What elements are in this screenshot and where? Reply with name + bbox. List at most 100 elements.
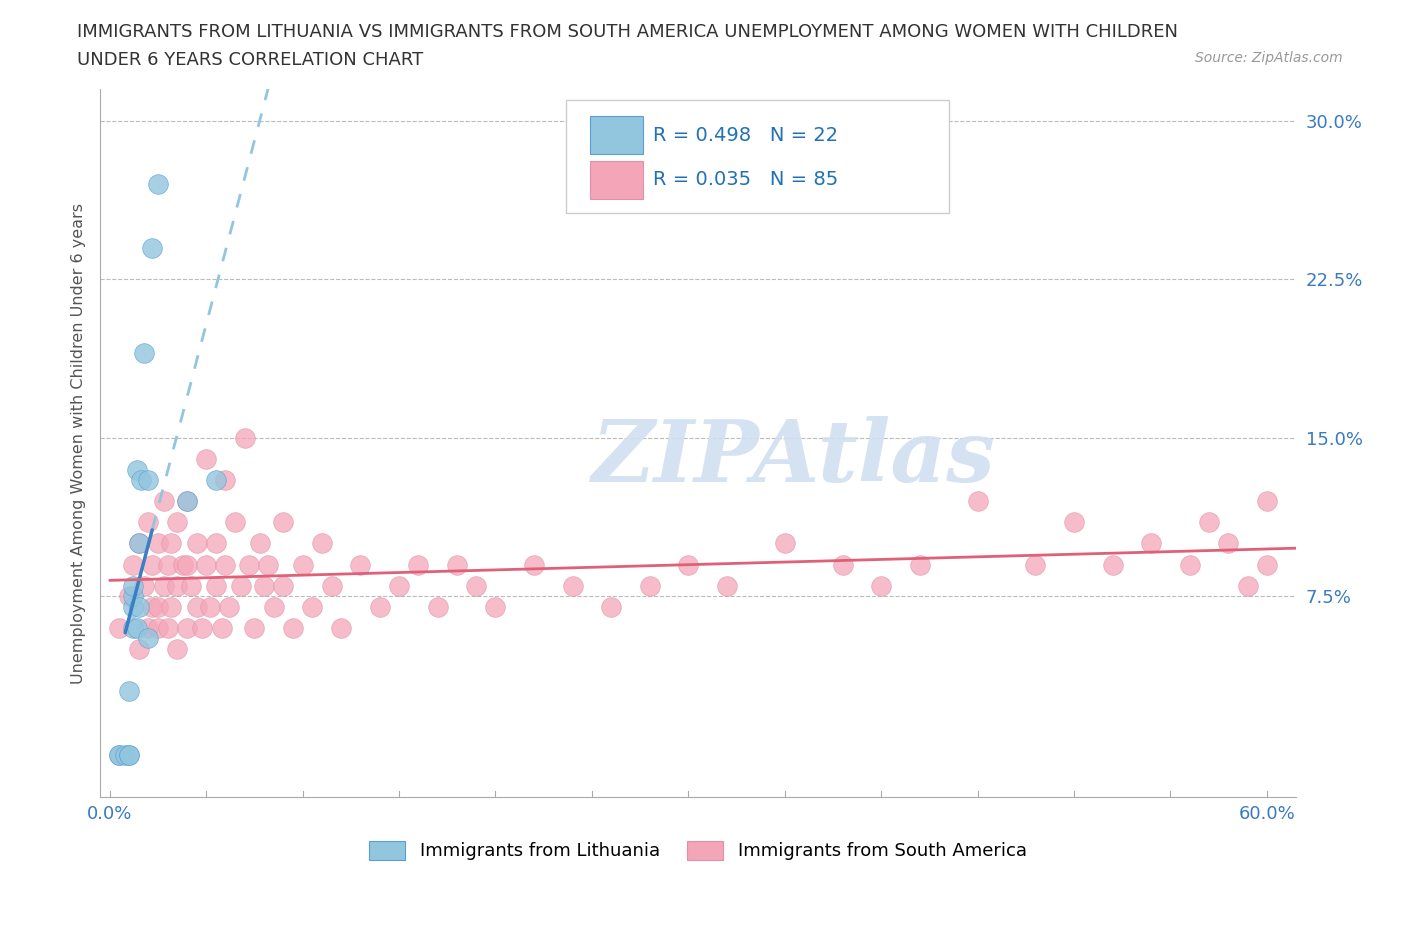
Point — [1198, 515, 1220, 530]
Point — [600, 599, 623, 614]
Point — [176, 494, 198, 509]
Point — [205, 472, 228, 487]
Point — [160, 536, 183, 551]
Point — [138, 472, 160, 487]
Point — [141, 599, 163, 614]
Point — [191, 620, 214, 635]
Point — [134, 578, 156, 593]
Point — [122, 620, 145, 635]
Text: ZIPAtlas: ZIPAtlas — [592, 416, 995, 499]
Point — [205, 536, 228, 551]
Point — [134, 346, 156, 361]
Point — [1140, 536, 1163, 551]
Text: R = 0.498   N = 22: R = 0.498 N = 22 — [652, 126, 838, 145]
Point — [233, 431, 256, 445]
Point — [156, 620, 179, 635]
Point — [1236, 578, 1258, 593]
Point — [176, 494, 198, 509]
Point — [273, 515, 295, 530]
Point — [214, 472, 236, 487]
Point — [128, 599, 150, 614]
Point — [243, 620, 266, 635]
FancyBboxPatch shape — [591, 116, 643, 154]
Point — [321, 578, 343, 593]
Point — [152, 494, 174, 509]
Point — [446, 557, 468, 572]
Point — [966, 494, 988, 509]
Point — [160, 599, 183, 614]
Point — [1256, 494, 1278, 509]
Point — [1256, 557, 1278, 572]
Point — [716, 578, 738, 593]
Point — [229, 578, 252, 593]
Text: 60.0%: 60.0% — [1239, 805, 1295, 823]
Point — [638, 578, 661, 593]
Point — [125, 620, 148, 635]
Point — [146, 177, 169, 192]
Point — [166, 515, 188, 530]
Point — [263, 599, 285, 614]
Point — [561, 578, 583, 593]
Point — [238, 557, 260, 572]
Point — [257, 557, 280, 572]
Point — [176, 620, 198, 635]
Point — [831, 557, 853, 572]
Point — [141, 240, 163, 255]
Point — [273, 578, 295, 593]
Point — [128, 536, 150, 551]
Point — [146, 536, 169, 551]
Point — [122, 578, 145, 593]
Point — [291, 557, 314, 572]
Y-axis label: Unemployment Among Women with Children Under 6 years: Unemployment Among Women with Children U… — [72, 203, 86, 684]
Text: R = 0.035   N = 85: R = 0.035 N = 85 — [652, 170, 838, 190]
Point — [152, 578, 174, 593]
Point — [249, 536, 271, 551]
Text: 0.0%: 0.0% — [87, 805, 132, 823]
Point — [138, 631, 160, 646]
Point — [128, 642, 150, 657]
Point — [349, 557, 371, 572]
Point — [172, 557, 194, 572]
Point — [426, 599, 449, 614]
Point — [484, 599, 506, 614]
Point — [211, 620, 233, 635]
Point — [195, 452, 218, 467]
Point — [214, 557, 236, 572]
Text: IMMIGRANTS FROM LITHUANIA VS IMMIGRANTS FROM SOUTH AMERICA UNEMPLOYMENT AMONG WO: IMMIGRANTS FROM LITHUANIA VS IMMIGRANTS … — [77, 23, 1178, 41]
Point — [146, 620, 169, 635]
Point — [118, 747, 141, 762]
Point — [465, 578, 488, 593]
Point — [114, 747, 136, 762]
Point — [156, 557, 179, 572]
Text: UNDER 6 YEARS CORRELATION CHART: UNDER 6 YEARS CORRELATION CHART — [77, 51, 423, 69]
FancyBboxPatch shape — [567, 100, 949, 213]
Point — [198, 599, 221, 614]
Point — [301, 599, 323, 614]
Point — [118, 747, 141, 762]
Point — [1218, 536, 1240, 551]
Point — [180, 578, 202, 593]
Point — [870, 578, 893, 593]
Point — [129, 472, 152, 487]
Point — [1101, 557, 1123, 572]
Point — [166, 578, 188, 593]
Point — [311, 536, 333, 551]
Text: Source: ZipAtlas.com: Source: ZipAtlas.com — [1195, 51, 1343, 65]
Point — [1063, 515, 1085, 530]
Point — [388, 578, 411, 593]
Point — [368, 599, 391, 614]
Point — [224, 515, 246, 530]
Point — [146, 599, 169, 614]
Legend: Immigrants from Lithuania, Immigrants from South America: Immigrants from Lithuania, Immigrants fr… — [363, 834, 1033, 868]
Point — [330, 620, 353, 635]
Point — [195, 557, 218, 572]
Point — [1024, 557, 1046, 572]
Point — [205, 578, 228, 593]
Point — [523, 557, 546, 572]
Point — [122, 589, 145, 604]
Point — [166, 642, 188, 657]
Point — [773, 536, 796, 551]
Point — [138, 515, 160, 530]
FancyBboxPatch shape — [591, 161, 643, 199]
Point — [128, 536, 150, 551]
